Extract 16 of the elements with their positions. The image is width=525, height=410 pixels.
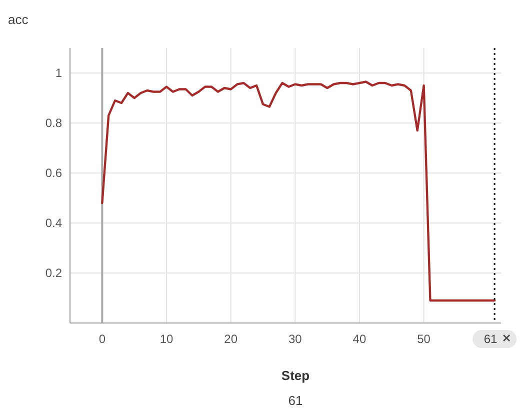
y-tick-label: 0.2 <box>45 266 62 280</box>
chart-title: acc <box>8 12 29 27</box>
y-tick-label: 0.8 <box>45 116 62 130</box>
y-tick-label: 1 <box>55 66 62 80</box>
x-tick-label: 20 <box>224 332 238 346</box>
line-series <box>101 80 496 302</box>
x-tick-label: 50 <box>417 332 431 346</box>
x-axis-title: Step <box>281 368 310 383</box>
x-tick-label: 0 <box>98 332 106 346</box>
ref-line-label: 61 <box>484 332 498 346</box>
y-tick-label: 0.4 <box>45 216 62 230</box>
x-tick-label: 10 <box>160 332 174 346</box>
text: 61 <box>288 393 303 408</box>
x-tick-label: 40 <box>352 332 366 346</box>
y-tick-label: 0.6 <box>45 166 62 180</box>
x-tick-label: 30 <box>288 332 302 346</box>
